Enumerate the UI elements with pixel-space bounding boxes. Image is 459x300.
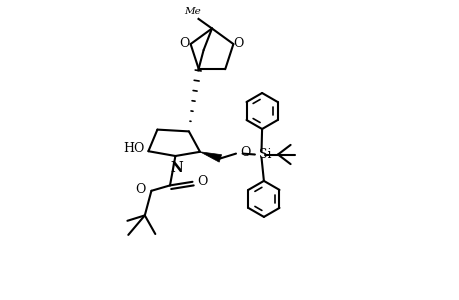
- Text: O: O: [179, 37, 189, 50]
- Text: Me: Me: [184, 7, 201, 16]
- Text: Si: Si: [258, 148, 270, 161]
- Text: N: N: [169, 161, 182, 176]
- Text: O: O: [197, 175, 207, 188]
- Text: O: O: [135, 183, 146, 196]
- Polygon shape: [200, 152, 221, 162]
- Text: HO: HO: [123, 142, 145, 155]
- Text: O: O: [240, 146, 250, 160]
- Text: O: O: [233, 37, 243, 50]
